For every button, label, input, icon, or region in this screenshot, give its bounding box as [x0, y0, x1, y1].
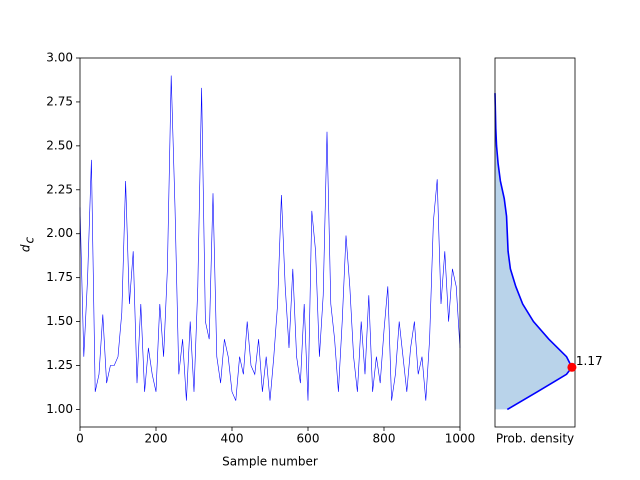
y-tick-label: 1.50 — [46, 314, 73, 328]
y-tick-label: 2.00 — [46, 226, 73, 240]
y-axis-label-main: d — [19, 244, 33, 252]
axes-frame — [79, 57, 461, 428]
density-area — [495, 93, 572, 410]
y-tick-label: 2.25 — [46, 182, 73, 196]
x-tick-label: 200 — [145, 432, 168, 446]
y-tick-label: 1.00 — [46, 402, 73, 416]
x-axis-label: Sample number — [222, 455, 318, 469]
y-tick-label: 2.75 — [46, 94, 73, 108]
y-axis-label: dc — [19, 237, 37, 253]
x-tick-label: 0 — [76, 432, 84, 446]
axes-frame — [494, 57, 576, 428]
y-axis-label-sub: c — [23, 237, 37, 244]
y-tick-label: 2.50 — [46, 138, 73, 152]
x-axis-label: Prob. density — [496, 432, 574, 446]
y-tick-label: 3.00 — [46, 51, 73, 65]
trace-line — [79, 75, 461, 401]
x-tick-label: 400 — [221, 432, 244, 446]
y-tick-label: 1.75 — [46, 270, 73, 284]
x-tick-label: 1000 — [445, 432, 476, 446]
peak-point — [567, 362, 577, 372]
y-tick-label: 1.25 — [46, 358, 73, 372]
x-tick-label: 800 — [373, 432, 396, 446]
peak-annotation: 1.17 — [576, 354, 603, 368]
x-tick-label: 600 — [297, 432, 320, 446]
